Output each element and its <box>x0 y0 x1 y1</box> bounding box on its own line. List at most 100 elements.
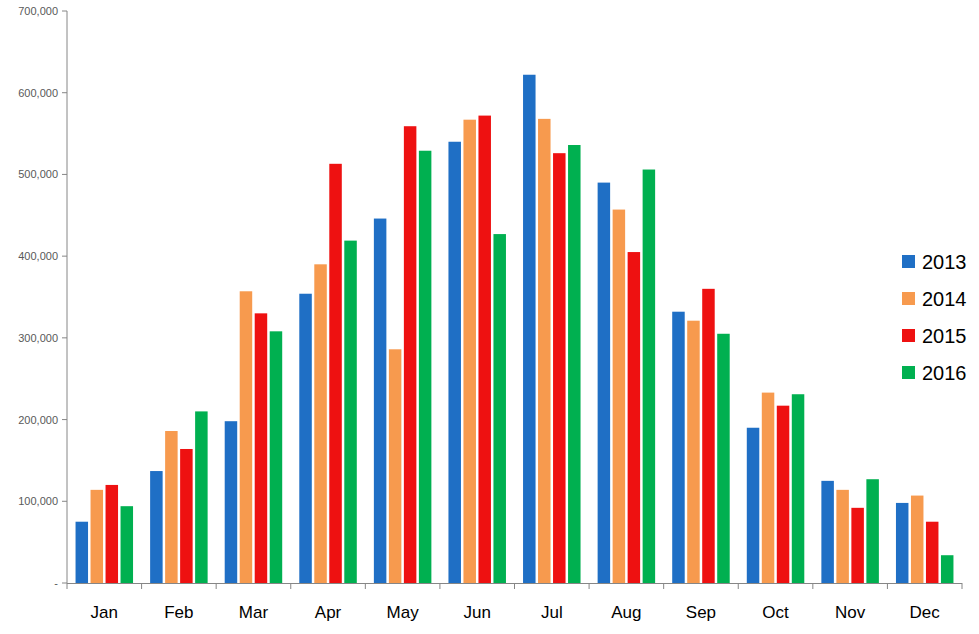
bar <box>538 119 551 583</box>
bar <box>478 116 491 583</box>
x-tick <box>663 583 664 589</box>
y-tick <box>62 11 67 12</box>
y-tick <box>62 501 67 502</box>
bar <box>180 449 193 583</box>
y-tick <box>62 419 67 420</box>
bar <box>270 331 283 583</box>
x-tick-label: Oct <box>762 603 789 622</box>
y-tick-label: 600,000 <box>18 87 58 99</box>
x-tick-label: Nov <box>835 603 866 622</box>
bar <box>896 503 909 583</box>
bar <box>717 334 730 583</box>
bar <box>687 321 700 583</box>
bar <box>255 313 267 583</box>
bar <box>911 496 924 583</box>
y-axis <box>67 11 68 583</box>
legend-label: 2013 <box>922 251 967 273</box>
x-tick-label: Feb <box>164 603 193 622</box>
x-tick <box>216 583 217 589</box>
legend-label: 2016 <box>922 362 967 384</box>
y-tick-label: 200,000 <box>18 414 58 426</box>
x-tick-label: May <box>387 603 420 622</box>
x-tick <box>365 583 366 589</box>
bar <box>792 394 805 583</box>
y-tick <box>62 174 67 175</box>
bar <box>404 126 417 583</box>
bar <box>762 393 775 583</box>
legend-label: 2014 <box>922 288 967 310</box>
y-tick <box>62 583 67 584</box>
bar <box>225 421 238 583</box>
bar <box>777 406 790 583</box>
bar <box>941 555 954 583</box>
y-tick-label: 700,000 <box>18 5 58 17</box>
bar <box>866 479 879 583</box>
bar <box>851 508 864 583</box>
x-tick-label: Jan <box>91 603 118 622</box>
x-tick <box>589 583 590 589</box>
x-tick-label: Jun <box>463 603 490 622</box>
bar <box>672 312 685 583</box>
x-tick <box>962 583 963 589</box>
bar <box>195 411 208 583</box>
bar <box>448 142 461 583</box>
y-tick-label: 500,000 <box>18 168 58 180</box>
bar <box>419 151 432 583</box>
y-tick <box>62 92 67 93</box>
y-tick-label: 400,000 <box>18 250 58 262</box>
bar <box>150 471 163 583</box>
legend-swatch <box>902 366 915 379</box>
x-tick <box>887 583 888 589</box>
bar <box>926 522 939 583</box>
bar <box>568 145 581 583</box>
bar <box>821 481 834 583</box>
bar <box>165 431 178 583</box>
bar <box>463 120 476 583</box>
y-tick-label: 300,000 <box>18 332 58 344</box>
bar <box>344 241 357 583</box>
bars <box>76 75 954 583</box>
x-tick <box>290 583 291 589</box>
x-tick <box>514 583 515 589</box>
bar <box>374 219 387 583</box>
bar <box>613 210 626 583</box>
y-tick-label: 100,000 <box>18 495 58 507</box>
y-tick <box>62 256 67 257</box>
x-tick <box>67 583 68 589</box>
x-tick-label: Sep <box>686 603 716 622</box>
legend-swatch <box>902 292 915 305</box>
x-tick <box>439 583 440 589</box>
bar <box>493 234 506 583</box>
x-tick-label: Mar <box>239 603 269 622</box>
bar <box>329 164 342 583</box>
bar <box>702 289 715 583</box>
bar <box>91 490 104 583</box>
bar <box>523 75 536 583</box>
bar <box>747 428 760 583</box>
y-tick <box>62 337 67 338</box>
bar <box>106 485 119 583</box>
bar <box>553 153 566 583</box>
x-tick-label: Dec <box>910 603 941 622</box>
bar <box>121 506 133 583</box>
chart: - 100,000 200,000 300,000 400,000 500,000 600,… <box>0 0 979 634</box>
bar <box>643 170 656 583</box>
x-tick-label: Aug <box>611 603 641 622</box>
x-tick-label: Jul <box>541 603 563 622</box>
x-tick <box>812 583 813 589</box>
y-tick-label: - <box>54 577 58 589</box>
bar <box>836 490 849 583</box>
x-tick-label: Apr <box>315 603 342 622</box>
x-tick <box>141 583 142 589</box>
bar <box>240 291 253 583</box>
legend-swatch <box>902 329 915 342</box>
bar <box>299 294 312 583</box>
legend-label: 2015 <box>922 325 967 347</box>
bar <box>314 264 327 583</box>
bar <box>598 183 611 583</box>
bar <box>628 252 641 583</box>
bar <box>76 522 89 583</box>
x-tick <box>738 583 739 589</box>
legend-swatch <box>902 255 915 268</box>
bar <box>389 349 402 583</box>
